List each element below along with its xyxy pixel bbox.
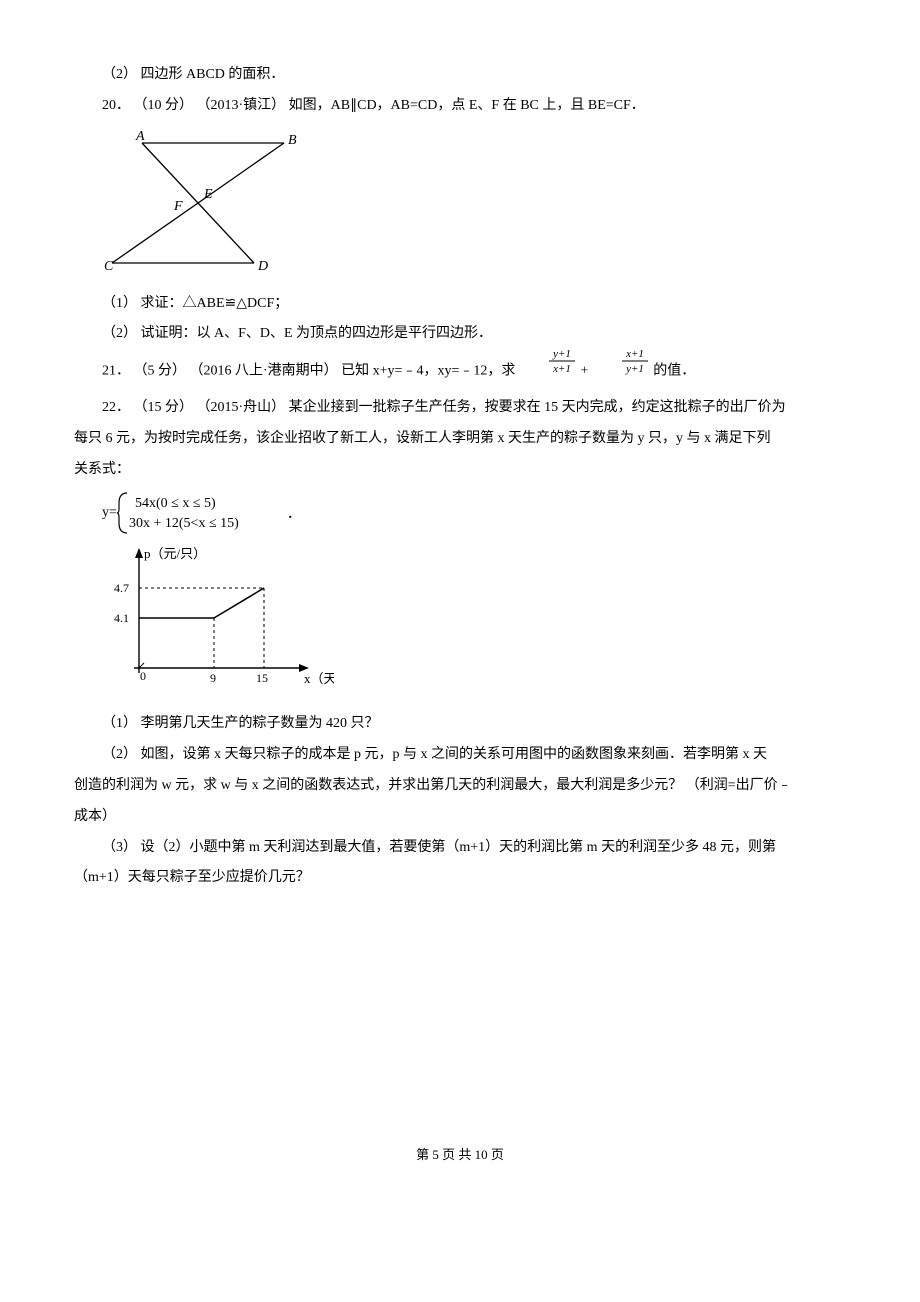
label-B: B: [288, 133, 297, 148]
q22-part3-line1: （3） 设（2）小题中第 m 天利润达到最大值，若要使第（m+1）天的利润比第 …: [74, 833, 846, 864]
svg-text:x+1: x+1: [625, 348, 644, 360]
chart-xlabel: x（天）: [304, 671, 334, 686]
piecewise-svg: 54x(0 ≤ x ≤ 5) 30x + 12(5<x ≤ 15): [117, 489, 287, 537]
piecewise-row1: 54x(0 ≤ x ≤ 5): [135, 496, 216, 511]
svg-text:y+1: y+1: [552, 348, 571, 360]
label-F: F: [173, 199, 183, 214]
q22-piecewise: y= 54x(0 ≤ x ≤ 5) 30x + 12(5<x ≤ 15) ．: [102, 489, 846, 537]
q20-part2: （2） 试证明：以 A、F、D、E 为顶点的四边形是平行四边形．: [74, 319, 846, 350]
ytick-4.7: 4.7: [114, 581, 129, 595]
q21-plus: +: [577, 364, 592, 379]
q21-pre: 21． （5 分） （2016 八上·港南期中） 已知 x+y=﹣4，xy=﹣1…: [102, 364, 519, 379]
q20-figure: A B C D E F: [104, 128, 846, 283]
footer-post: 页: [488, 1147, 504, 1162]
q20-stem: 20． （10 分） （2013·镇江） 如图，AB∥CD，AB=CD，点 E、…: [74, 91, 846, 122]
footer-total: 10: [475, 1147, 488, 1162]
q19-part2: （2） 四边形 ABCD 的面积．: [74, 60, 846, 91]
label-E: E: [203, 187, 213, 202]
label-D: D: [257, 259, 268, 274]
q22-stem-line3: 关系式：: [74, 455, 846, 486]
q22-part1: （1） 李明第几天生产的粽子数量为 420 只？: [74, 709, 846, 740]
footer-mid: 页 共: [439, 1147, 475, 1162]
q22-part2-line2: 创造的利润为 w 元，求 w 与 x 之间的函数表达式，并求出第几天的利润最大，…: [74, 771, 846, 802]
svg-text:y+1: y+1: [625, 363, 644, 375]
svg-text:x+1: x+1: [552, 363, 571, 375]
xtick-0: 0: [140, 669, 146, 683]
piecewise-row2: 30x + 12(5<x ≤ 15): [129, 516, 239, 531]
q21-frac2: x+1y+1: [592, 346, 650, 389]
xtick-9: 9: [210, 671, 216, 685]
footer-pre: 第: [416, 1147, 432, 1162]
q22-stem-line1: 22． （15 分） （2015·舟山） 某企业接到一批粽子生产任务，按要求在 …: [74, 393, 846, 424]
page-footer: 第 5 页 共 10 页: [74, 1144, 846, 1183]
xtick-15: 15: [256, 671, 268, 685]
document-page: （2） 四边形 ABCD 的面积． 20． （10 分） （2013·镇江） 如…: [0, 0, 920, 1223]
q22-chart: p（元/只） x（天） 4.7 4.1 0 9 15: [104, 543, 846, 703]
q22-stem-line2: 每只 6 元，为按时完成任务，该企业招收了新工人，设新工人李明第 x 天生产的粽…: [74, 424, 846, 455]
ytick-4.1: 4.1: [114, 611, 129, 625]
piecewise-yeq: y=: [102, 505, 117, 521]
q21-frac1: y+1x+1: [519, 346, 577, 389]
label-C: C: [104, 259, 114, 274]
q20-part1: （1） 求证：△ABE≌△DCF；: [74, 289, 846, 320]
q20-svg: A B C D E F: [104, 128, 304, 278]
q22-part3-line2: （m+1）天每只粽子至少应提价几元？: [74, 863, 846, 894]
q21-post: 的值．: [650, 364, 696, 379]
q22-part2-line1: （2） 如图，设第 x 天每只粽子的成本是 p 元，p 与 x 之间的关系可用图…: [74, 740, 846, 771]
q22-chart-svg: p（元/只） x（天） 4.7 4.1 0 9 15: [104, 543, 334, 698]
q21-stem: 21． （5 分） （2016 八上·港南期中） 已知 x+y=﹣4，xy=﹣1…: [74, 350, 846, 393]
label-A: A: [135, 129, 145, 144]
piecewise-dot: ．: [287, 503, 301, 523]
q22-part2-line3: 成本）: [74, 802, 846, 833]
chart-ylabel: p（元/只）: [144, 546, 206, 561]
